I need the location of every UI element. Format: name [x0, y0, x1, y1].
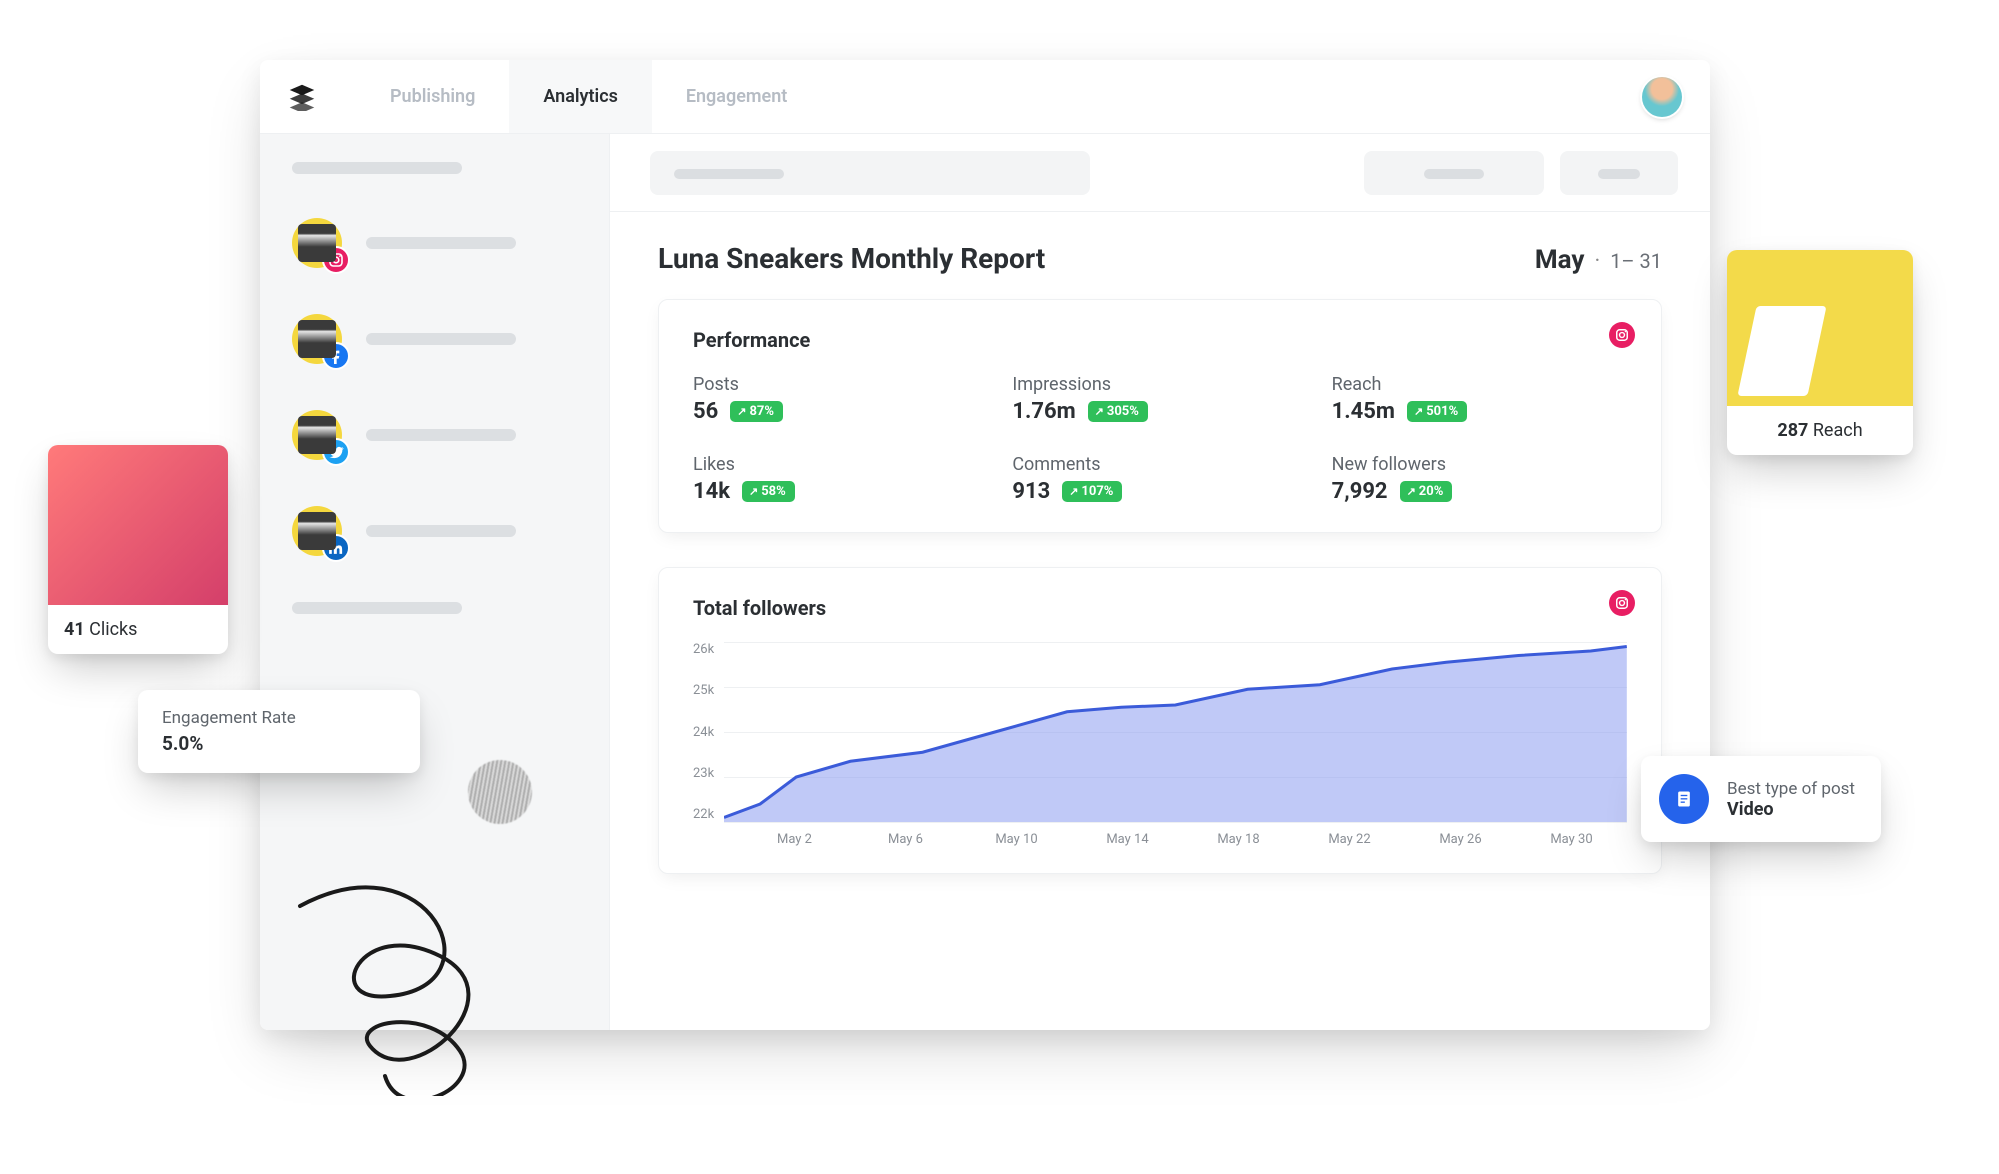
doc-icon [1659, 774, 1709, 824]
account-thumb [292, 314, 342, 364]
decorative-circle [468, 760, 532, 824]
account-name-placeholder [366, 333, 516, 345]
sidebar-heading-placeholder [292, 162, 462, 174]
linkedin-icon [322, 534, 350, 562]
instagram-icon [1609, 590, 1635, 616]
x-tick: May 10 [961, 832, 1072, 847]
filter-date[interactable] [1364, 151, 1544, 195]
followers-chart-card: Total followers 26k25k24k23k22k May 2May… [658, 567, 1662, 874]
reach-value: 287 [1777, 420, 1808, 441]
y-tick: 22k [693, 807, 714, 822]
metric-label: Impressions [1012, 374, 1307, 395]
delta-badge: 107% [1062, 481, 1122, 502]
metric-label: New followers [1332, 454, 1627, 475]
reach-label: Reach [1813, 420, 1863, 441]
top-bar: Publishing Analytics Engagement [260, 60, 1710, 134]
metric-value: 14k [693, 479, 730, 504]
x-tick: May 6 [850, 832, 961, 847]
tab-engagement[interactable]: Engagement [652, 60, 821, 133]
float-card-engagement-rate: Engagement Rate 5.0% [138, 690, 420, 773]
metric-label: Comments [1012, 454, 1307, 475]
metric-value: 56 [693, 399, 718, 424]
sidebar-account-facebook[interactable] [292, 314, 577, 364]
sidebar-account-twitter[interactable] [292, 410, 577, 460]
metric-value: 1.76m [1012, 399, 1075, 424]
gridline [724, 822, 1627, 823]
twitter-icon [322, 438, 350, 466]
scribble-decoration [290, 876, 570, 1096]
engagement-rate-value: 5.0% [162, 732, 396, 755]
delta-badge: 501% [1407, 401, 1467, 422]
delta-badge: 58% [742, 481, 795, 502]
filter-export[interactable] [1560, 151, 1678, 195]
engagement-rate-label: Engagement Rate [162, 708, 396, 728]
delta-badge: 20% [1400, 481, 1453, 502]
facebook-icon [322, 342, 350, 370]
account-name-placeholder [366, 237, 516, 249]
best-post-label: Best type of post [1727, 779, 1855, 799]
account-name-placeholder [366, 525, 516, 537]
account-name-placeholder [366, 429, 516, 441]
followers-chart-title: Total followers [693, 596, 1627, 620]
report-title: Luna Sneakers Monthly Report [658, 242, 1045, 275]
performance-title: Performance [693, 328, 1627, 352]
x-tick: May 18 [1183, 832, 1294, 847]
clicks-label: Clicks [89, 619, 137, 640]
metric-value: 913 [1012, 479, 1050, 504]
y-tick: 26k [693, 642, 714, 657]
metric-new-followers: New followers 7,992 20% [1332, 454, 1627, 504]
instagram-icon [322, 246, 350, 274]
x-tick: May 26 [1405, 832, 1516, 847]
y-tick: 24k [693, 725, 714, 740]
metric-label: Likes [693, 454, 988, 475]
delta-badge: 305% [1088, 401, 1148, 422]
float-card-clicks: 41 Clicks [48, 445, 228, 654]
delta-badge: 87% [730, 401, 783, 422]
filter-channel[interactable] [650, 151, 1090, 195]
post-thumbnail [1727, 250, 1913, 406]
report-range: 1– 31 [1610, 249, 1662, 273]
instagram-icon [1609, 322, 1635, 348]
x-tick: May 30 [1516, 832, 1627, 847]
sidebar-account-linkedin[interactable] [292, 506, 577, 556]
buffer-logo[interactable] [288, 83, 316, 111]
filter-bar [610, 134, 1710, 212]
best-post-value: Video [1727, 799, 1855, 820]
x-tick: May 14 [1072, 832, 1183, 847]
x-tick: May 22 [1294, 832, 1405, 847]
clicks-value: 41 [64, 619, 85, 640]
metric-posts: Posts 56 87% [693, 374, 988, 424]
metric-value: 1.45m [1332, 399, 1395, 424]
report-month: May [1535, 245, 1585, 275]
y-tick: 25k [693, 683, 714, 698]
metric-comments: Comments 913 107% [1012, 454, 1307, 504]
tab-analytics[interactable]: Analytics [509, 60, 652, 133]
float-card-reach: 287 Reach [1727, 250, 1913, 455]
float-card-best-post: Best type of post Video [1641, 756, 1881, 842]
sidebar-account-instagram[interactable] [292, 218, 577, 268]
post-thumbnail [48, 445, 228, 605]
metric-label: Reach [1332, 374, 1627, 395]
tab-publishing[interactable]: Publishing [356, 60, 509, 133]
x-tick: May 2 [739, 832, 850, 847]
followers-chart-plot [724, 642, 1627, 822]
performance-card: Performance Posts 56 87% Impressions 1.76m 30… [658, 299, 1662, 533]
metric-reach: Reach 1.45m 501% [1332, 374, 1627, 424]
user-avatar[interactable] [1642, 77, 1682, 117]
account-thumb [292, 410, 342, 460]
metric-likes: Likes 14k 58% [693, 454, 988, 504]
metric-value: 7,992 [1332, 479, 1388, 504]
metric-label: Posts [693, 374, 988, 395]
account-thumb [292, 506, 342, 556]
sidebar-footer-placeholder [292, 602, 462, 614]
y-tick: 23k [693, 766, 714, 781]
metric-impressions: Impressions 1.76m 305% [1012, 374, 1307, 424]
account-thumb [292, 218, 342, 268]
